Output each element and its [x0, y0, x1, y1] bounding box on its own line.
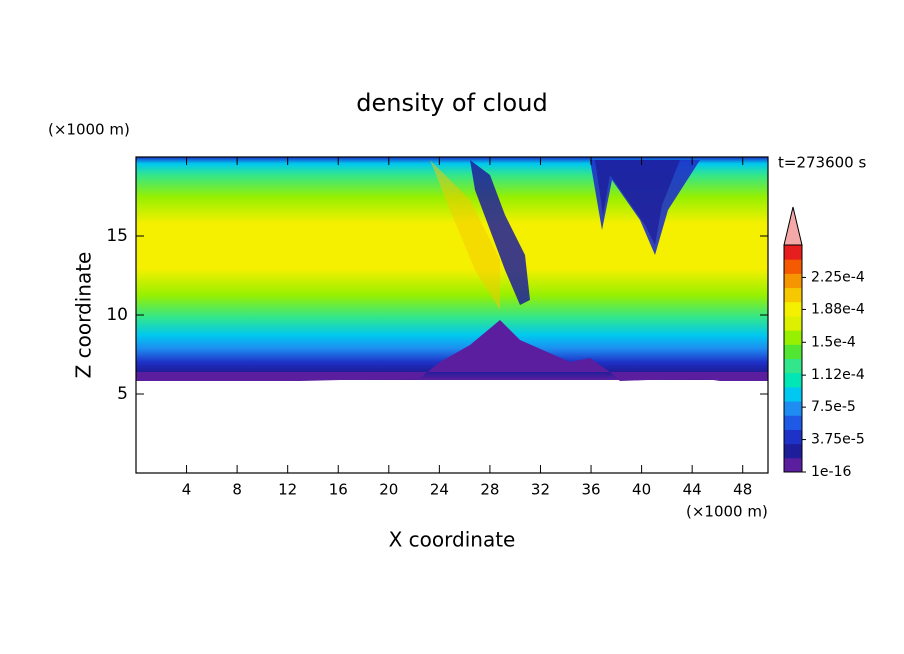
colorbar-band [784, 287, 802, 303]
x-tick-label: 28 [480, 481, 499, 499]
colorbar-tick-label: 1.12e-4 [811, 367, 865, 383]
x-unit: (×1000 m) [686, 503, 768, 521]
x-tick-label: 16 [329, 481, 348, 499]
contour-field [136, 157, 768, 381]
colorbar-band [784, 358, 802, 374]
x-axis-label: X coordinate [389, 528, 516, 552]
colorbar-tick-label: 2.25e-4 [811, 269, 865, 285]
colorbar-band [784, 443, 802, 459]
colorbar-band [784, 344, 802, 359]
y-tick-label: 5 [117, 384, 128, 404]
x-tick-label: 8 [232, 481, 242, 499]
colorbar-band [784, 315, 802, 331]
y-unit: (×1000 m) [48, 121, 130, 139]
colorbar-band [784, 245, 802, 260]
colorbar-frame [783, 244, 803, 473]
colorbar-band [784, 415, 802, 430]
time-annotation: t=273600 s [778, 154, 866, 172]
colorbar-tick-label: 1.5e-4 [811, 334, 856, 350]
colorbar-band [784, 273, 802, 289]
colorbar-tick-label: 1.88e-4 [811, 301, 865, 317]
x-tick-label: 36 [581, 481, 600, 499]
y-axis-label: Z coordinate [72, 252, 96, 379]
colorbar-extend [783, 206, 803, 246]
colorbar-tick-label: 7.5e-5 [811, 399, 856, 415]
x-tick-label: 4 [182, 481, 192, 499]
y-tick-label: 15 [106, 226, 128, 246]
colorbar-band [784, 429, 802, 445]
x-tick-label: 44 [683, 481, 702, 499]
colorbar-band [784, 401, 802, 416]
y-tick-label: 10 [106, 305, 128, 325]
x-tick-label: 32 [531, 481, 550, 499]
x-tick-label: 20 [379, 481, 398, 499]
x-tick-label: 12 [278, 481, 297, 499]
x-tick-label: 48 [733, 481, 752, 499]
x-tick-label: 24 [430, 481, 449, 499]
colorbar-band [784, 457, 802, 473]
colorbar-band [784, 301, 802, 317]
colorbar-tick-label: 3.75e-5 [811, 432, 865, 448]
colorbar-band [784, 330, 802, 345]
chart-title: density of cloud [356, 89, 547, 117]
colorbar-tick-label: 1e-16 [811, 464, 851, 480]
colorbar-band [784, 386, 802, 402]
colorbar-band [784, 372, 802, 388]
x-tick-label: 40 [632, 481, 651, 499]
colorbar-band [784, 259, 802, 274]
